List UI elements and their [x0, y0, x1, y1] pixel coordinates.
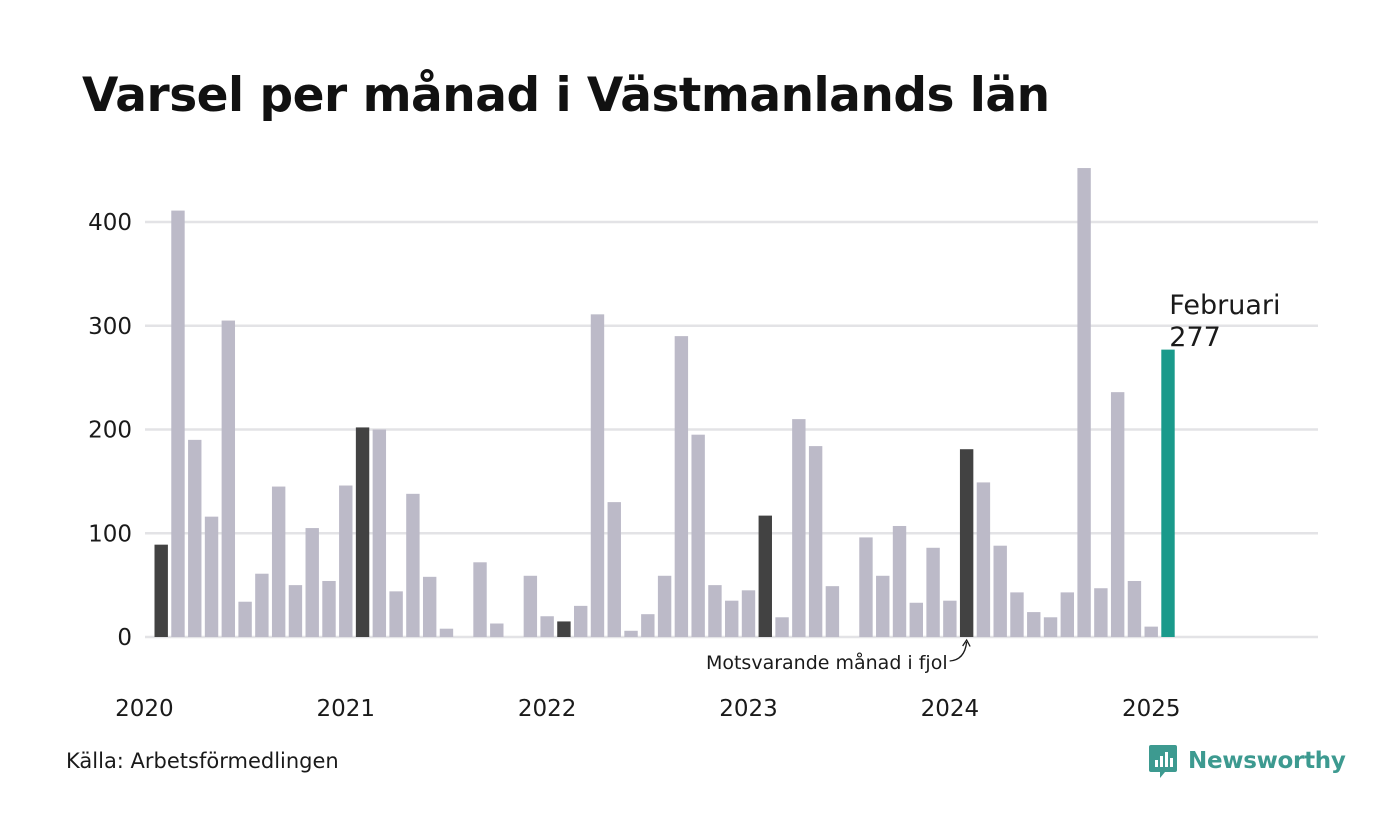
bar-2023-12: [926, 547, 940, 637]
bar-2022-06: [624, 630, 638, 637]
bar-2023-03: [775, 617, 789, 637]
bar-2021-05: [406, 493, 420, 637]
bar-2024-06: [1027, 612, 1041, 637]
bar-2023-05: [808, 446, 823, 637]
bar-2020-10: [288, 585, 303, 637]
brand-logo: Newsworthy: [1148, 743, 1346, 779]
bar-2022-10: [691, 434, 705, 637]
bar-2022-07: [641, 614, 655, 637]
x-axis-ticks: 2020 2021 2022 2023 2024 2025: [115, 696, 1180, 722]
x-tick-label: 2022: [518, 696, 577, 722]
y-tick-label: 400: [88, 210, 132, 236]
annotation-arrowhead: [962, 638, 971, 647]
bar-2020-02: [154, 544, 168, 637]
bar-2023-04: [792, 419, 806, 637]
bar-2021-04: [389, 591, 403, 637]
x-tick-label: 2020: [115, 696, 174, 722]
bar-2024-09: [1077, 168, 1091, 638]
x-tick-label: 2025: [1122, 696, 1181, 722]
bar-2021-12: [523, 575, 538, 637]
bar-2024-03: [976, 482, 991, 637]
bar-2022-05: [607, 502, 621, 637]
bar-2021-07: [439, 628, 454, 637]
x-tick-label: 2023: [719, 696, 778, 722]
y-tick-label: 0: [117, 625, 132, 651]
bar-2022-12: [725, 600, 739, 637]
bar-2024-08: [1060, 592, 1075, 637]
bar-2021-01: [339, 485, 353, 637]
bar-2022-03: [574, 605, 588, 637]
newsworthy-logo-icon: [1149, 745, 1177, 778]
brand-name: Newsworthy: [1188, 748, 1346, 774]
bar-2022-11: [708, 585, 722, 637]
bar-2021-03: [372, 429, 387, 637]
bar-2023-08: [859, 537, 873, 637]
bar-2020-05: [204, 516, 219, 637]
bar-2024-11: [1110, 392, 1125, 637]
chart-title: Varsel per månad i Västmanlands län: [82, 68, 1050, 123]
bar-2022-02: [557, 621, 571, 637]
bar-2020-08: [255, 573, 269, 637]
bar-2020-04: [188, 439, 202, 637]
bar-2023-11: [909, 602, 923, 637]
bar-2020-03: [171, 210, 185, 637]
bar-2023-09: [876, 575, 890, 637]
bar-2023-02: [758, 515, 772, 637]
bar-2022-09: [674, 336, 689, 637]
bar-2025-01: [1144, 626, 1158, 637]
bar-2021-09: [473, 562, 487, 637]
annotation-arrow: [949, 641, 968, 662]
bar-2021-02: [355, 427, 370, 637]
bar-2022-01: [540, 616, 554, 637]
source-note: Källa: Arbetsförmedlingen: [66, 749, 339, 773]
bar-2022-04: [590, 314, 605, 637]
bar-2020-09: [271, 486, 286, 637]
x-tick-label: 2024: [921, 696, 980, 722]
y-tick-label: 100: [88, 521, 132, 547]
y-tick-label: 300: [88, 314, 132, 340]
bar-2024-04: [993, 545, 1007, 637]
bar-2021-10: [490, 623, 504, 637]
bar-2024-01: [943, 600, 957, 637]
bar-2024-10: [1094, 588, 1108, 637]
grid-lines: [145, 220, 1318, 639]
bars: [154, 168, 1175, 638]
bar-2023-06: [825, 586, 840, 637]
bar-2024-07: [1043, 617, 1058, 637]
bar-2024-05: [1010, 592, 1024, 637]
x-tick-label: 2021: [317, 696, 376, 722]
bar-2020-12: [322, 580, 336, 637]
current-month-label: Februari: [1169, 290, 1280, 321]
current-value-label: 277: [1169, 322, 1221, 353]
bar-2023-10: [892, 525, 907, 637]
y-tick-label: 200: [88, 418, 132, 444]
bar-2020-07: [238, 601, 252, 637]
bar-2020-11: [305, 528, 319, 637]
bar-2024-12: [1127, 580, 1142, 637]
bar-2025-02: [1161, 349, 1175, 637]
previous-year-annotation: Motsvarande månad i fjol: [706, 651, 948, 674]
bar-2021-06: [422, 576, 437, 637]
bar-chart: 0 100 200 300 400 2020 2021 2022 2023 2024 2025 F…: [88, 168, 1318, 722]
bar-2024-02: [959, 449, 974, 637]
bar-2020-06: [221, 320, 236, 637]
bar-2023-01: [741, 590, 756, 637]
bar-2022-08: [657, 575, 672, 637]
y-axis-ticks: 0 100 200 300 400: [88, 210, 132, 651]
